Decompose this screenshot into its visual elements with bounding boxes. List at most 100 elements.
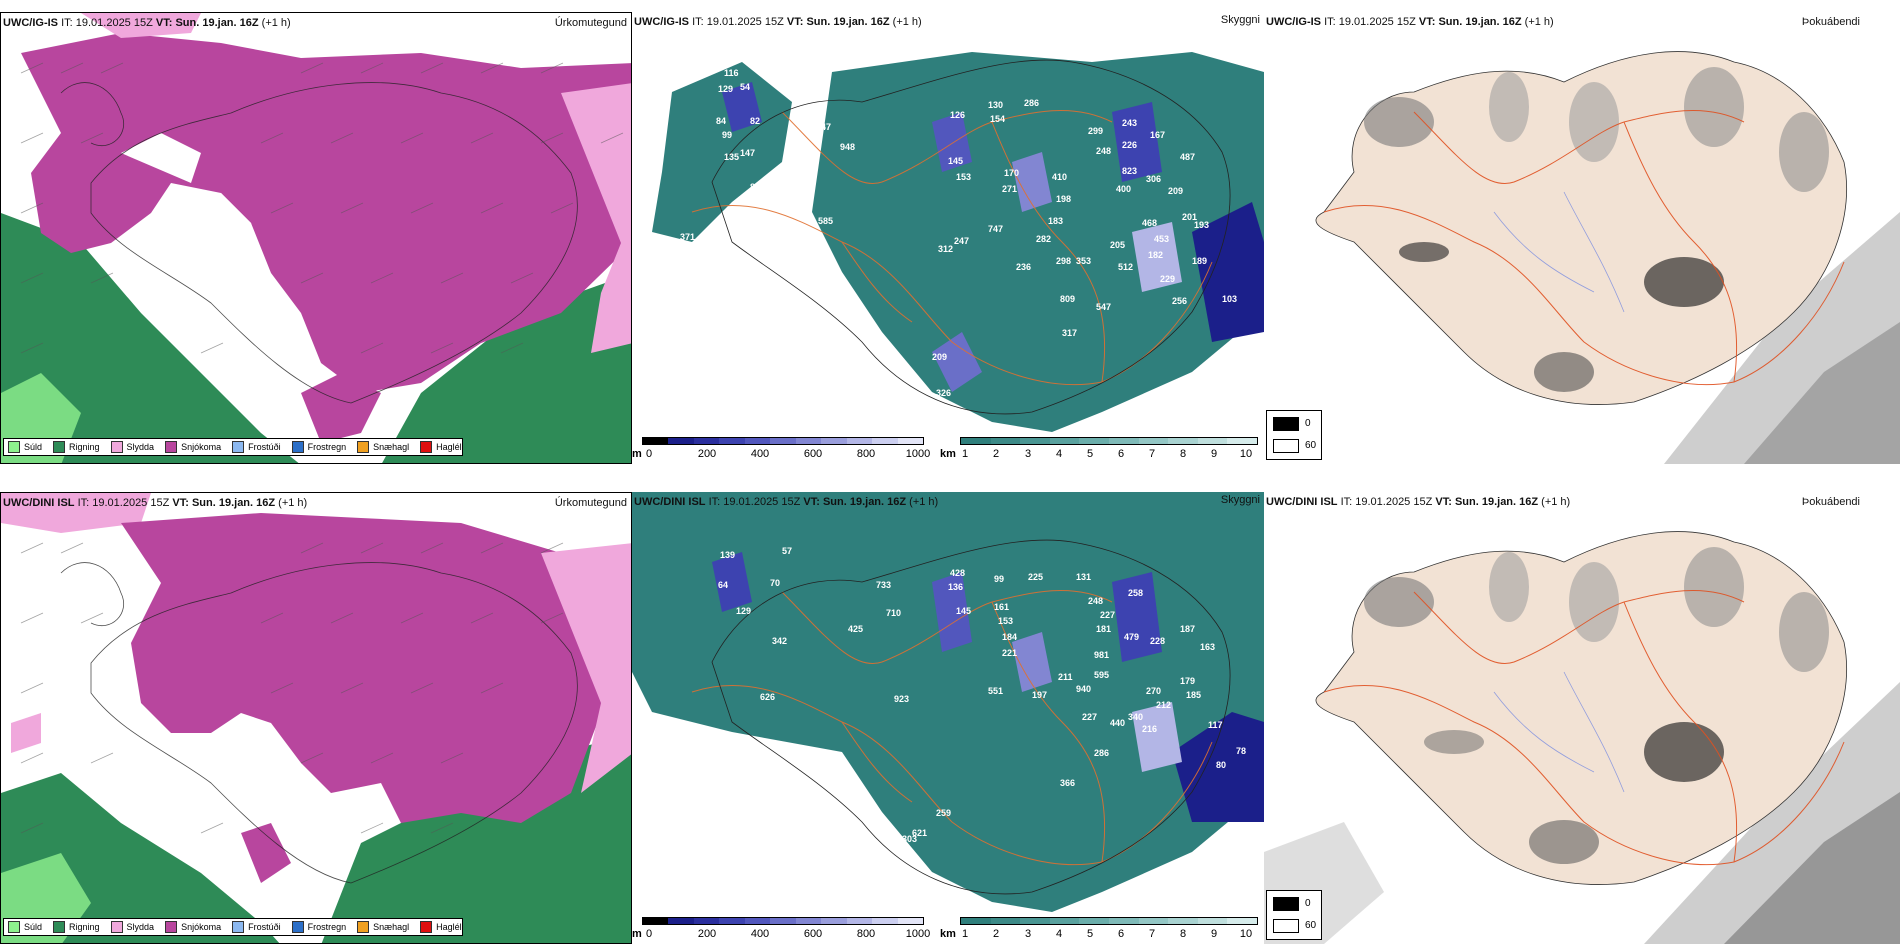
legend-item-drizzle: Súld [8,921,42,933]
init-time: 19.01.2025 15Z [1338,16,1416,28]
cloud-base-value: 64 [718,580,728,590]
colorbar-tick: 0 [645,928,653,940]
cloud-base-value: 298 [1056,256,1071,266]
fog-panel-title: Þokuábendi [1801,16,1860,28]
fog-legend-swatch-light [1273,439,1299,453]
valid-time: Sun. 19.jan. 16Z [822,496,907,508]
vt-label: VT: [1435,496,1452,508]
cloud-base-value: 226 [1122,140,1137,150]
cloud-base-value: 228 [1150,636,1165,646]
init-time: 19.01.2025 15Z [75,17,153,29]
cloud-base-value: 189 [1192,256,1207,266]
cloud-base-value: 299 [1088,126,1103,136]
colorbar-tick: 600 [803,448,823,460]
legend-swatch [53,921,66,933]
cloud-base-value: 353 [1076,256,1091,266]
colorbar-tick: 8 [1179,928,1187,940]
valid-time: Sun. 19.jan. 16Z [191,497,276,509]
cloud-base-value: 626 [760,692,775,702]
cloud-base-value: 312 [938,244,953,254]
legend-swatch [291,921,304,933]
model-name: UWC/IG-IS [1266,16,1321,28]
fog-panel-title: Þokuábendi [1801,496,1860,508]
legend-swatch [110,441,123,453]
cloud-base-value: 286 [1024,98,1039,108]
fog-legend-label: 60 [1305,440,1317,451]
colorbar-tick: 10 [1239,928,1253,940]
legend-item-rain: Rigning [53,921,100,933]
cloud-base-value: 747 [988,224,1003,234]
cloud-base-value: 733 [876,580,891,590]
precip-panel-title: Úrkomutegund [554,497,627,509]
visibility-ramp [960,917,1258,925]
run-header-precip-top: UWC/IG-IS IT: 19.01.2025 15Z VT: Sun. 19… [3,17,291,29]
colorbar-tick: 800 [856,448,876,460]
cloud-base-value: 70 [770,578,780,588]
cloud-base-value: 428 [950,568,965,578]
colorbar-tick: 2 [992,448,1000,460]
run-header-cloud-bottom: UWC/DINI ISL IT: 19.01.2025 15Z VT: Sun.… [634,496,938,508]
cloud-base-value: 366 [1060,778,1075,788]
cloud-base-value: 248 [1096,146,1111,156]
cloud-base-value: 508 [786,166,801,176]
fog-legend-swatch-dark [1273,897,1299,911]
cloud-base-value: 326 [936,388,951,398]
init-time: 19.01.2025 15Z [1355,496,1433,508]
model-name: UWC/IG-IS [634,16,689,28]
legend-swatch [357,441,370,453]
legend-swatch [53,441,66,453]
cloud-base-value: 78 [1236,746,1246,756]
legend-label: Frostregn [307,922,347,932]
it-label: IT: [1324,16,1336,28]
visibility-unit: km [940,448,956,460]
precip-legend-top: Súld Rigning Slydda Snjókoma Frostúði Fr… [3,438,463,456]
colorbar-tick: 7 [1148,928,1156,940]
cloud-base-value: 187 [1180,624,1195,634]
legend-item-snow: Snjókoma [165,441,221,453]
cloud-base-value: 923 [894,694,909,704]
vt-label: VT: [786,16,804,28]
colorbar-tick: 200 [697,928,717,940]
precip-type-map-bottom [1,493,631,943]
cloud-base-value: 940 [1076,684,1091,694]
colorbar-tick: 4 [1055,448,1063,460]
cloud-base-value: 595 [1094,670,1109,680]
cloud-base-value: 209 [932,352,947,362]
cloud-base-value: 186 [750,226,765,236]
lead-time: (+1 h) [278,497,308,509]
it-label: IT: [692,16,704,28]
cloud-base-value: 585 [818,216,833,226]
legend-item-snow: Snjókoma [165,921,221,933]
valid-time: Sun. 19.jan. 16Z [1438,16,1522,28]
legend-item-rain: Rigning [53,441,100,453]
legend-label: Haglél [436,922,462,932]
colorbar-tick: 1 [961,928,969,940]
legend-label: Súld [24,442,43,452]
cloud-base-value: 247 [954,236,969,246]
cloud-base-value: 282 [1036,234,1051,244]
cloud-base-value: 216 [1142,724,1157,734]
fog-legend-swatch-dark [1273,417,1299,431]
cloud-base-value: 131 [1076,572,1091,582]
cloud-base-values-top: 116 54 129 82 84 99 147 135 747 948 508 … [680,68,1237,398]
colorbar-tick: 1000 [905,928,931,940]
precip-legend-bottom: Súld Rigning Slydda Snjókoma Frostúði Fr… [3,918,463,936]
cloud-base-value: 221 [1002,648,1017,658]
legend-label: Slydda [126,442,155,452]
cloud-base-value: 163 [1200,642,1215,652]
cloud-base-value: 116 [724,68,739,78]
legend-swatch [165,441,178,453]
run-header-cloud-top: UWC/IG-IS IT: 19.01.2025 15Z VT: Sun. 19… [634,16,922,28]
cloud-base-value: 183 [1048,216,1063,226]
cloud-base-value: 154 [990,114,1005,124]
cloud-panel-title: Skyggni [1220,494,1260,506]
it-label: IT: [61,17,73,29]
cloud-base-value: 286 [1094,748,1109,758]
cloud-base-value: 981 [1094,650,1109,660]
cloud-base-value: 236 [1016,262,1031,272]
colorbar-tick: 6 [1117,928,1125,940]
cloud-base-value: 440 [1110,718,1125,728]
cloud-base-value: 270 [1146,686,1161,696]
cloud-base-value: 809 [1060,294,1075,304]
legend-item-hail: Haglél [420,921,462,933]
